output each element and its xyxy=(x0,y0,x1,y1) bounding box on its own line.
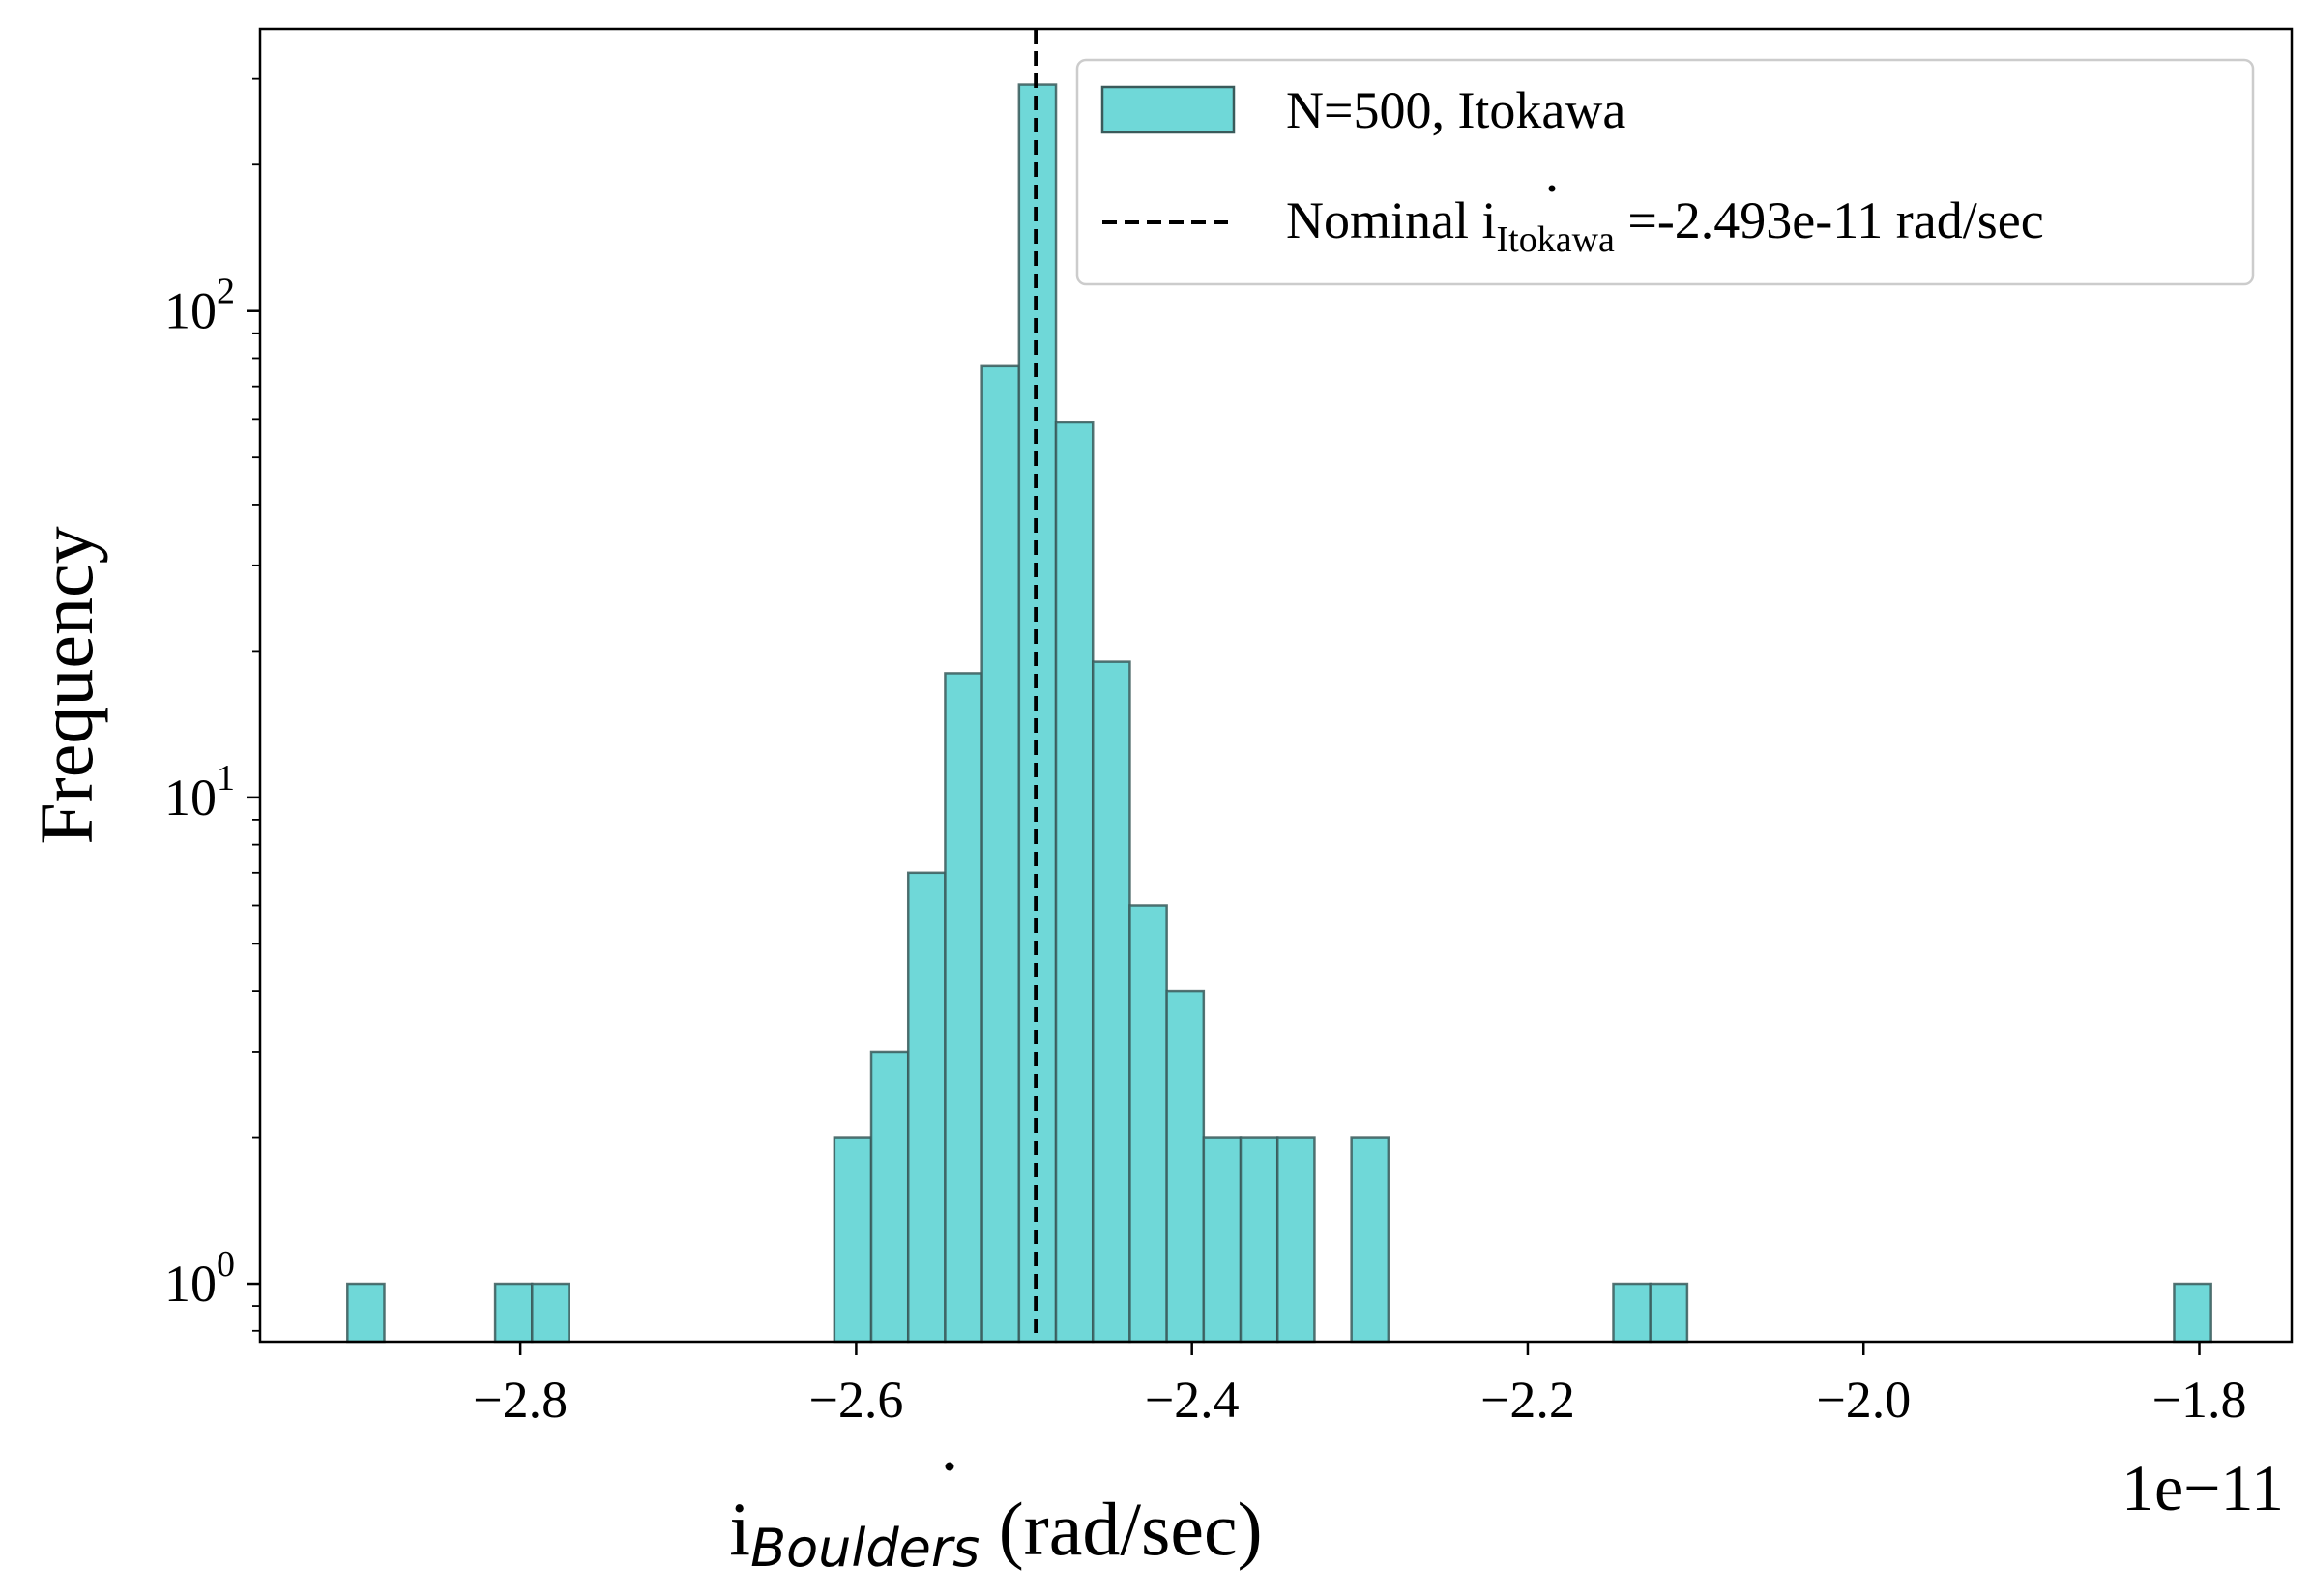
legend: N=500, Itokawa Nominal iItokawa =-2.493e… xyxy=(1075,58,2255,286)
y-tick-label: 100 xyxy=(164,1244,235,1313)
legend-patch-swatch xyxy=(1100,85,1236,134)
histogram-bar-10 xyxy=(1091,660,1131,1344)
histogram-bar-19 xyxy=(2173,1282,2212,1344)
histogram-bar-9 xyxy=(1054,421,1095,1344)
histogram-bar-15 xyxy=(1275,1136,1316,1344)
x-tick-label: −2.4 xyxy=(1145,1371,1240,1429)
legend-nominal-main: Nominal i xyxy=(1286,191,1496,249)
x-offset-label: 1e−11 xyxy=(2121,1451,2284,1524)
y-tick-label: 101 xyxy=(164,758,235,827)
histogram-bar-4 xyxy=(869,1050,910,1344)
histogram-bar-13 xyxy=(1202,1136,1243,1344)
histogram-bar-11 xyxy=(1128,904,1168,1344)
x-tick-label: −1.8 xyxy=(2152,1371,2247,1429)
x-axis-label-unit: (rad/sec) xyxy=(980,1487,1262,1571)
histogram-bar-14 xyxy=(1239,1136,1279,1344)
histogram-bar-12 xyxy=(1165,989,1206,1344)
histogram-bar-2 xyxy=(531,1282,570,1344)
histogram-bar-7 xyxy=(980,364,1021,1344)
legend-label-nominal: Nominal iItokawa =-2.493e-11 rad/sec xyxy=(1286,191,2044,260)
y-axis-ticks: 100 101 102 xyxy=(164,77,260,1332)
x-tick-label: −2.8 xyxy=(473,1371,568,1429)
plot-frame xyxy=(258,27,2294,1344)
x-tick-label: −2.0 xyxy=(1816,1371,1911,1429)
legend-dot-accent xyxy=(1548,185,1556,192)
x-axis-label-sub: Boulders xyxy=(750,1518,980,1579)
legend-frame xyxy=(1075,58,2255,286)
x-tick-label: −2.6 xyxy=(808,1371,903,1429)
legend-nominal-sub: Itokawa xyxy=(1496,219,1615,260)
histogram-bar-16 xyxy=(1350,1136,1390,1344)
legend-nominal-rest: =-2.493e-11 rad/sec xyxy=(1615,191,2044,249)
histogram-bar-3 xyxy=(833,1136,873,1344)
x-label-dot-accent xyxy=(945,1462,954,1471)
histogram-bar-5 xyxy=(906,871,947,1344)
x-tick-label: −2.2 xyxy=(1480,1371,1575,1429)
histogram-bar-6 xyxy=(944,672,983,1344)
x-axis-label: iBoulders (rad/sec) xyxy=(729,1462,1263,1579)
x-axis-ticks: −2.8 −2.6 −2.4 −2.2 −2.0 −1.8 xyxy=(473,1342,2246,1429)
svg-text:iBoulders (rad/sec): iBoulders (rad/sec) xyxy=(729,1487,1262,1579)
histogram-bar-1 xyxy=(493,1282,534,1344)
legend-label-histogram: N=500, Itokawa xyxy=(1286,81,1625,139)
histogram-bar-18 xyxy=(1649,1282,1689,1344)
x-axis-label-main: i xyxy=(729,1487,750,1571)
y-axis-label: Frequency xyxy=(24,526,108,844)
histogram-bar-0 xyxy=(346,1282,386,1344)
y-tick-label: 102 xyxy=(164,272,235,340)
histogram-bar-17 xyxy=(1612,1282,1652,1344)
